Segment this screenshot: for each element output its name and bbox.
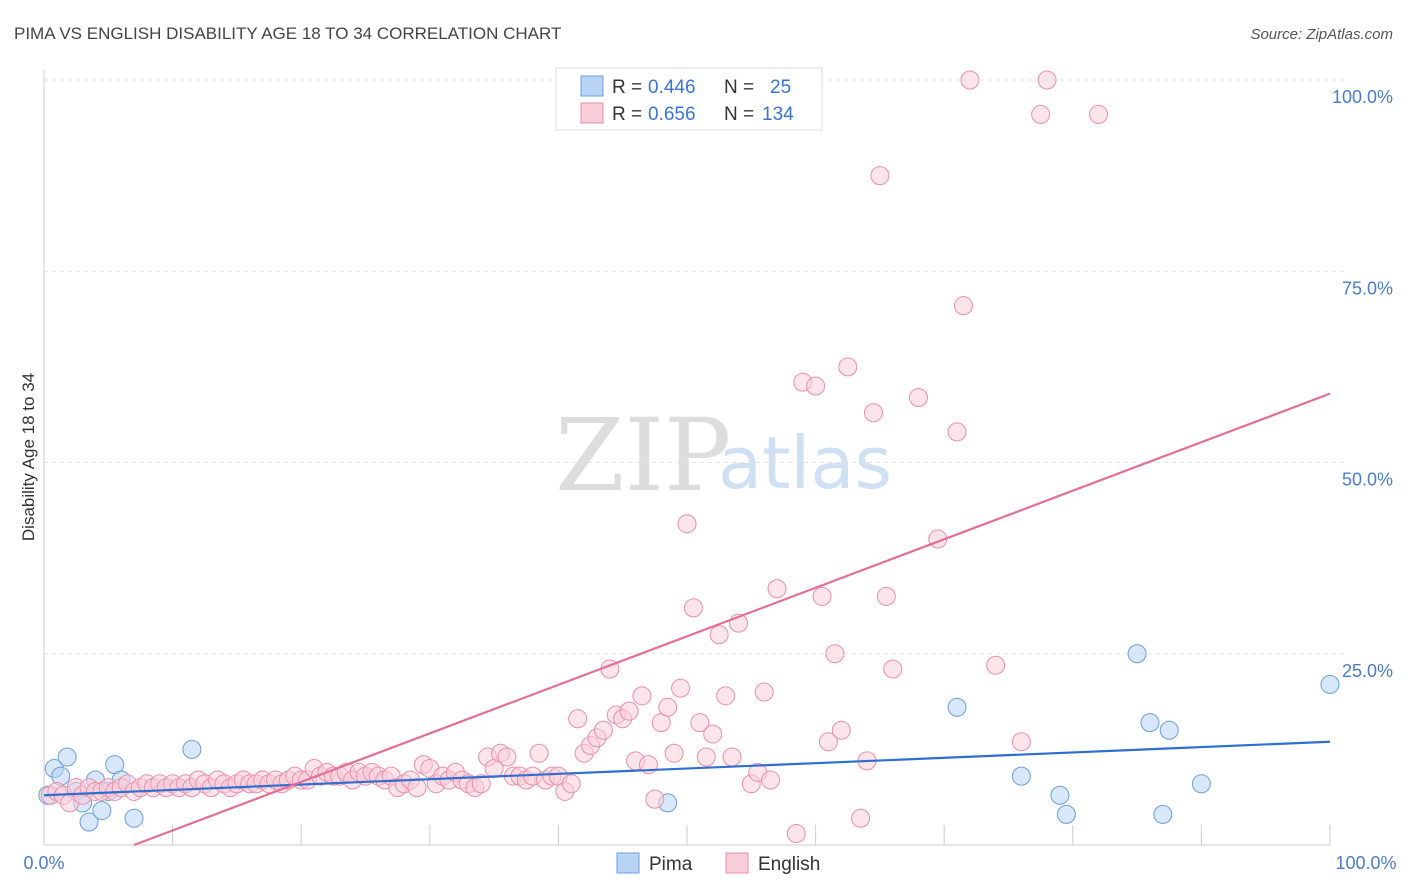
english-point <box>716 686 736 706</box>
english-point <box>593 720 613 740</box>
english-point <box>658 697 678 717</box>
pima-point <box>1191 774 1211 794</box>
english-point <box>870 166 890 186</box>
english-point <box>831 720 851 740</box>
pima-legend-swatch <box>580 75 604 97</box>
english-point <box>471 774 491 794</box>
watermark-zip: ZIP <box>555 397 731 514</box>
english-point <box>851 808 871 828</box>
english-bottom-label: English <box>758 854 820 875</box>
y-axis-label: Disability Age 18 to 34 <box>19 373 38 541</box>
english-point <box>825 644 845 664</box>
pima-point <box>1320 674 1340 694</box>
pima-point <box>1011 766 1031 786</box>
english-r-label: R = <box>612 104 642 125</box>
english-point <box>709 625 729 645</box>
pima-point <box>1050 785 1070 805</box>
pima-point <box>1056 804 1076 824</box>
pima-point <box>1140 713 1160 733</box>
chart-source: Source: ZipAtlas.com <box>1250 26 1393 43</box>
english-n-value: 134 <box>762 104 794 125</box>
watermark: ZIP atlas <box>555 397 892 514</box>
english-point <box>529 743 549 763</box>
x-tick-labels: 0.0% 100.0% <box>23 853 1396 873</box>
english-point <box>632 686 652 706</box>
pima-point <box>92 801 112 821</box>
pima-bottom-label: Pima <box>649 854 693 875</box>
x-tick-max: 100.0% <box>1335 853 1396 873</box>
english-point <box>754 682 774 702</box>
english-point <box>953 296 973 316</box>
english-point <box>838 357 858 377</box>
pima-r-label: R = <box>612 77 642 98</box>
english-point <box>696 747 716 767</box>
english-point <box>761 770 781 790</box>
pima-point <box>124 808 144 828</box>
gridlines <box>44 79 1345 655</box>
english-point <box>1031 104 1051 124</box>
english-bottom-swatch <box>725 852 749 874</box>
pima-point <box>1153 804 1173 824</box>
english-point <box>677 514 697 534</box>
english-point <box>664 743 684 763</box>
y-tick-labels: 25.0% 50.0% 75.0% 100.0% <box>1332 87 1393 681</box>
pima-point <box>1159 720 1179 740</box>
y-tick-label: 50.0% <box>1342 470 1393 490</box>
english-point <box>671 678 691 698</box>
pima-point <box>182 739 202 759</box>
english-r-value: 0.656 <box>648 104 696 125</box>
y-tick-label: 25.0% <box>1342 661 1393 681</box>
english-point <box>818 732 838 752</box>
series-legend: Pima English <box>616 852 820 875</box>
pima-n-label: N = <box>724 77 754 98</box>
pima-bottom-swatch <box>616 852 640 874</box>
english-point <box>786 824 806 844</box>
pima-point <box>79 812 99 832</box>
english-point <box>619 701 639 721</box>
pima-trend-line <box>43 740 1331 797</box>
english-point <box>703 724 723 744</box>
pima-point <box>1127 644 1147 664</box>
english-point <box>690 713 710 733</box>
english-point <box>645 789 665 809</box>
english-point <box>908 387 928 407</box>
english-point <box>1037 70 1057 90</box>
y-tick-label: 75.0% <box>1342 278 1393 298</box>
x-tick-min: 0.0% <box>23 853 64 873</box>
english-point <box>876 586 896 606</box>
pima-n-value: 25 <box>770 77 791 98</box>
english-point <box>497 747 517 767</box>
chart-title: PIMA VS ENGLISH DISABILITY AGE 18 TO 34 … <box>14 24 561 43</box>
pima-point <box>947 697 967 717</box>
english-trend-line <box>133 392 1331 847</box>
english-point <box>407 778 427 798</box>
english-point <box>683 598 703 618</box>
english-point <box>1011 732 1031 752</box>
stats-legend: R = 0.446 N = 25 R = 0.656 N = 134 <box>555 67 823 131</box>
english-point <box>1089 104 1109 124</box>
english-point <box>986 655 1006 675</box>
pima-point <box>57 747 77 767</box>
english-point <box>883 659 903 679</box>
pima-r-value: 0.446 <box>648 77 696 98</box>
english-legend-swatch <box>580 102 604 124</box>
english-n-label: N = <box>724 104 754 125</box>
english-point <box>947 422 967 442</box>
english-point <box>568 709 588 729</box>
english-point <box>767 579 787 599</box>
english-point <box>561 774 581 794</box>
trend-lines <box>43 392 1331 847</box>
english-point <box>806 376 826 396</box>
english-point <box>960 70 980 90</box>
english-point <box>812 586 832 606</box>
english-point <box>863 403 883 423</box>
y-tick-label: 100.0% <box>1332 87 1393 107</box>
axes <box>43 70 1331 846</box>
english-point <box>722 747 742 767</box>
